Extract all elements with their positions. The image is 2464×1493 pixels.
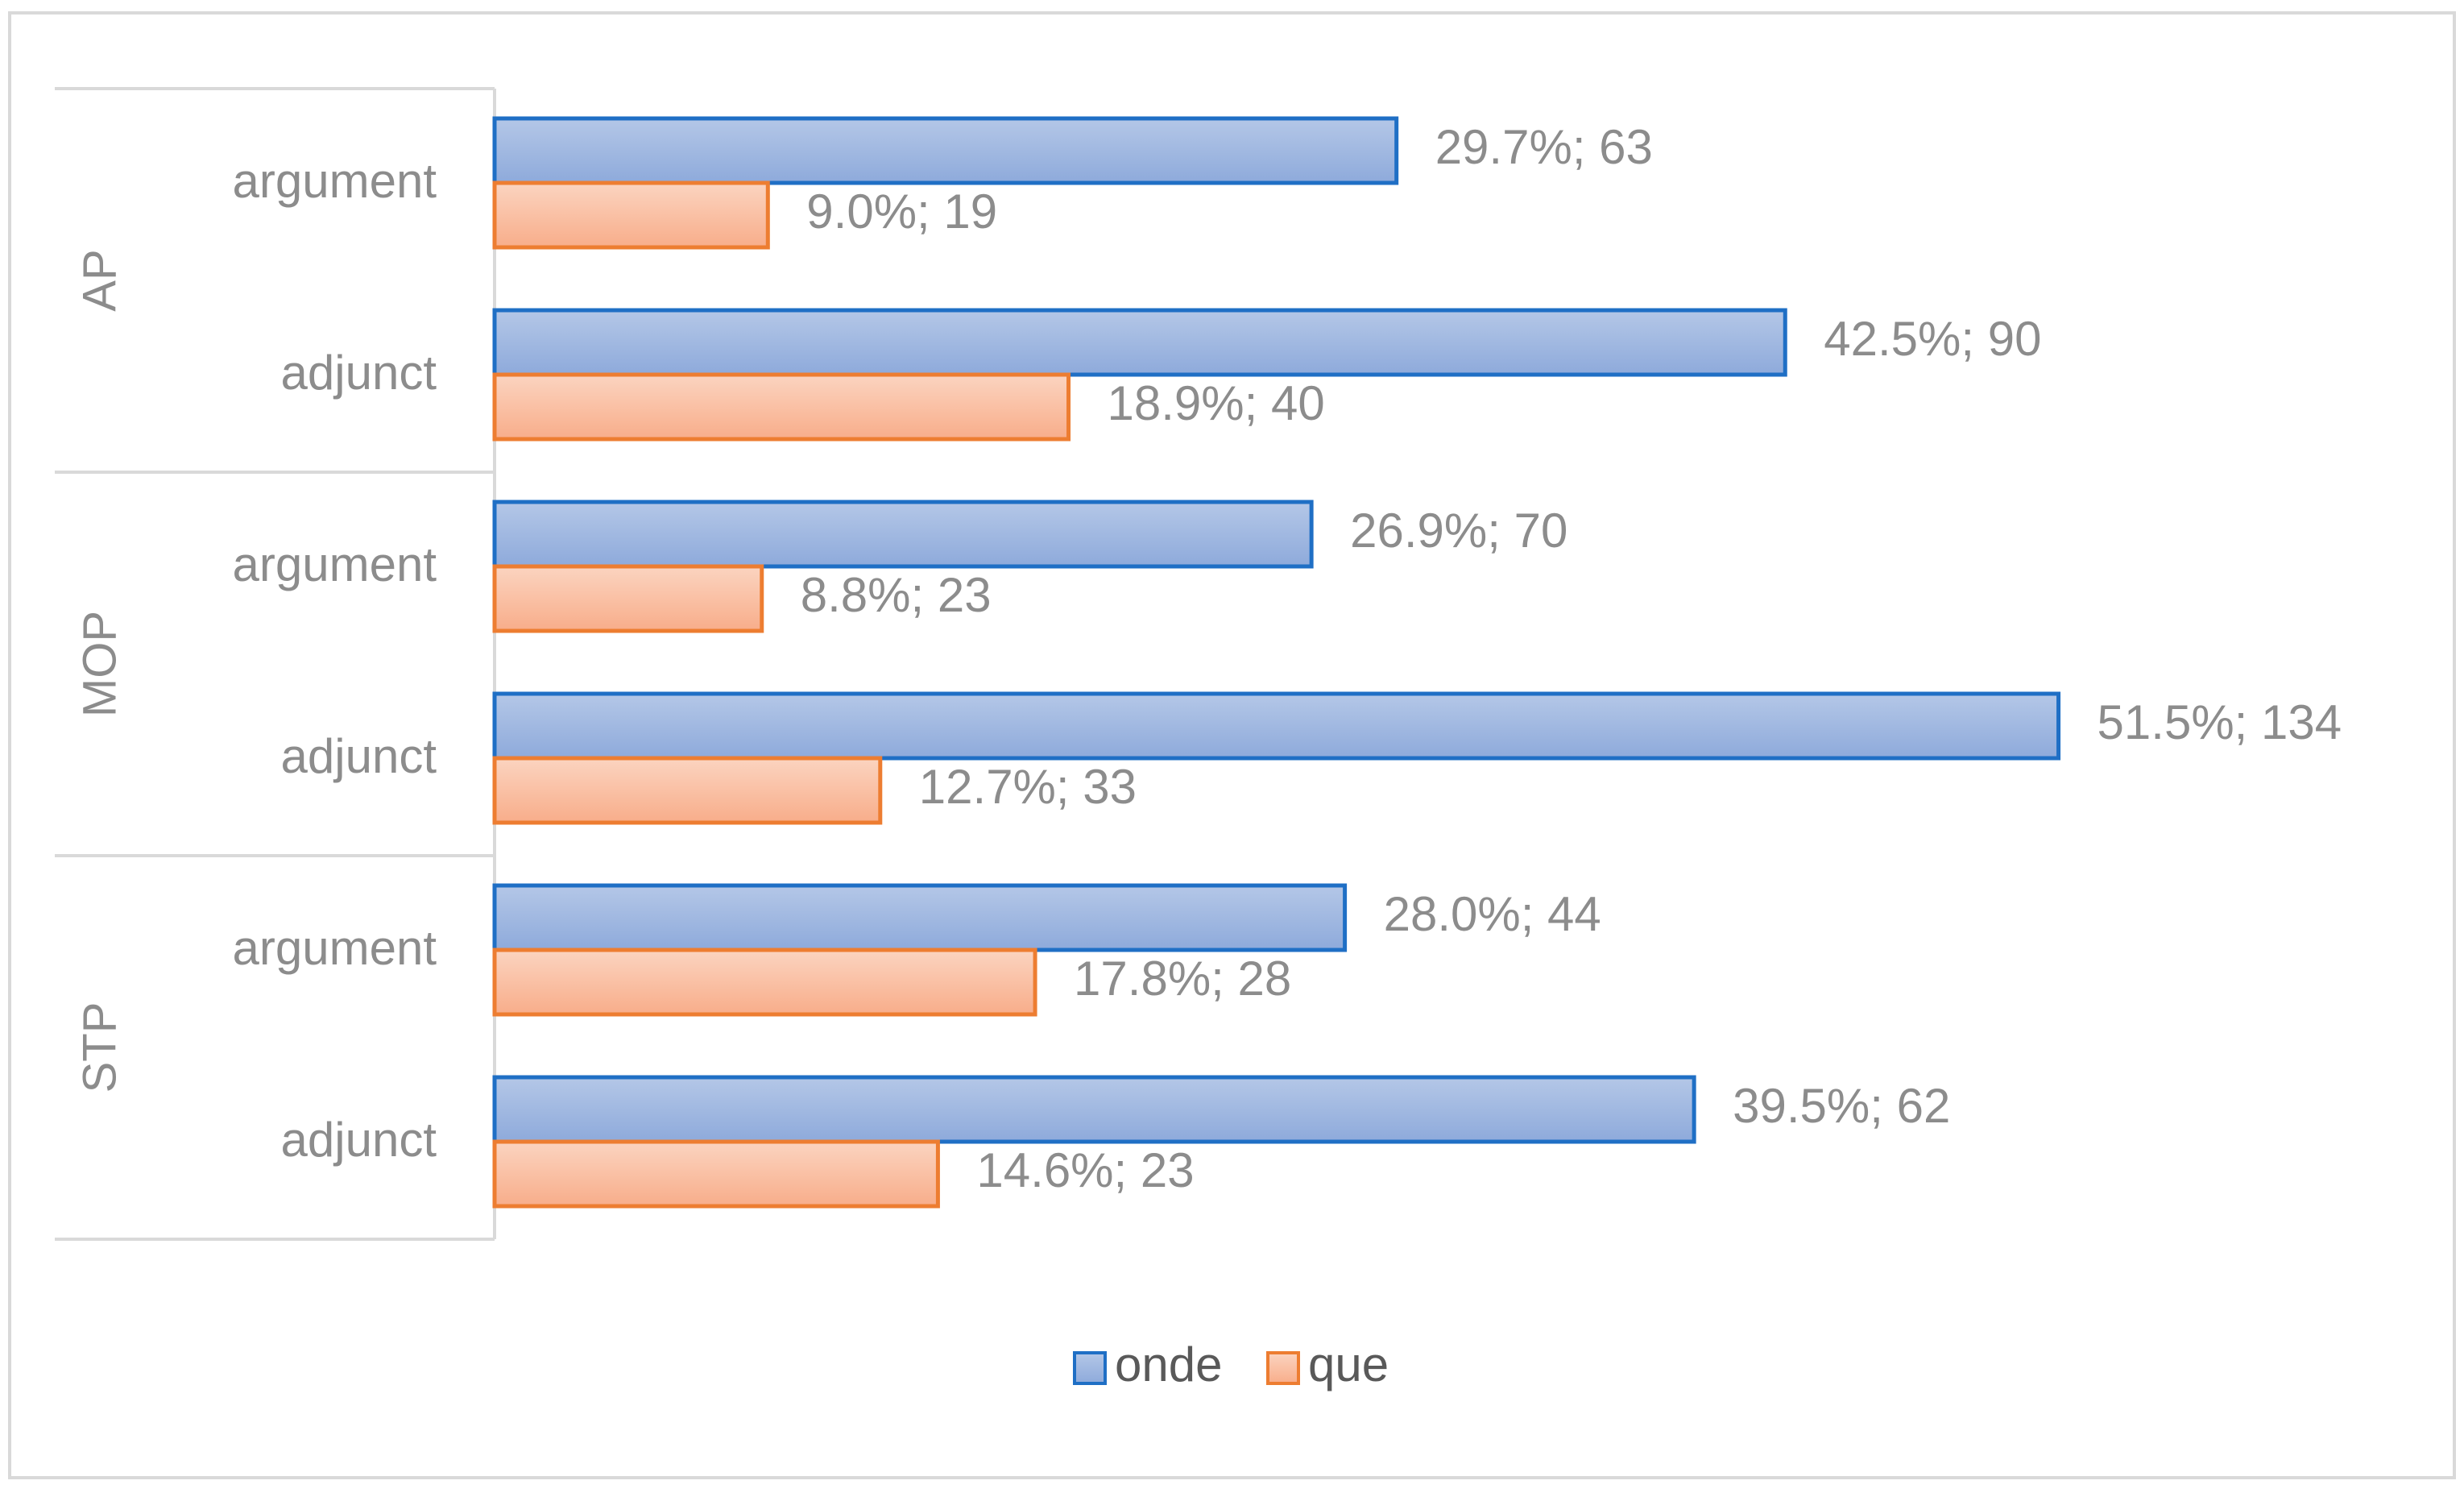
data-label-stp-adjunct-que: 14.6%; 23: [976, 1143, 1194, 1197]
bar-mop-argument-que: [492, 564, 764, 633]
category-label-stp-adjunct: adjunct: [281, 1113, 437, 1167]
data-label-mop-adjunct-onde: 51.5%; 134: [2098, 695, 2342, 749]
bar-stp-adjunct-que: [492, 1139, 940, 1209]
group-label-mop: MOP: [73, 611, 126, 717]
bar-stp-argument-que: [492, 948, 1037, 1017]
bar-ap-adjunct-que: [492, 372, 1071, 442]
data-label-ap-adjunct-onde: 42.5%; 90: [1824, 312, 2041, 366]
chart-legend: onde que: [1073, 1337, 1389, 1391]
data-label-mop-adjunct-que: 12.7%; 33: [919, 760, 1137, 814]
bar-mop-argument-onde: [492, 500, 1314, 569]
data-label-stp-argument-que: 17.8%; 28: [1074, 952, 1291, 1006]
bar-mop-adjunct-onde: [492, 691, 2061, 761]
category-label-mop-argument: argument: [233, 537, 437, 591]
category-label-ap-adjunct: adjunct: [281, 346, 437, 400]
bar-ap-adjunct-onde: [492, 308, 1787, 377]
group-label-ap: AP: [73, 249, 126, 311]
data-label-ap-argument-onde: 29.7%; 63: [1435, 120, 1653, 174]
bar-stp-argument-onde: [492, 883, 1348, 952]
category-label-ap-argument: argument: [233, 154, 437, 208]
bar-ap-argument-onde: [492, 116, 1399, 185]
legend-swatch-onde: [1073, 1351, 1107, 1385]
bar-stp-adjunct-onde: [492, 1075, 1696, 1144]
data-label-ap-adjunct-que: 18.9%; 40: [1108, 376, 1325, 430]
bar-plot-area: 29.7%; 63 9.0%; 19 42.5%; 90 18.9%; 40 26.9%…: [492, 116, 2342, 1209]
bar-ap-argument-que: [492, 180, 770, 250]
category-label-stp-argument: argument: [233, 921, 437, 975]
category-label-mop-adjunct: adjunct: [281, 729, 437, 783]
legend-label-onde: onde: [1115, 1337, 1222, 1391]
data-label-mop-argument-onde: 26.9%; 70: [1350, 504, 1567, 558]
legend-swatch-que: [1266, 1351, 1300, 1385]
group-label-stp: STP: [73, 1002, 126, 1093]
data-label-ap-argument-que: 9.0%; 19: [806, 185, 997, 238]
category-axis: AP argument adjunct MOP argument adjunct STP ar…: [55, 87, 496, 1241]
data-label-mop-argument-que: 8.8%; 23: [801, 568, 992, 622]
bar-mop-adjunct-que: [492, 756, 883, 825]
data-label-stp-argument-onde: 28.0%; 44: [1384, 887, 1601, 941]
legend-label-que: que: [1308, 1337, 1389, 1391]
data-label-stp-adjunct-onde: 39.5%; 62: [1733, 1079, 1950, 1133]
